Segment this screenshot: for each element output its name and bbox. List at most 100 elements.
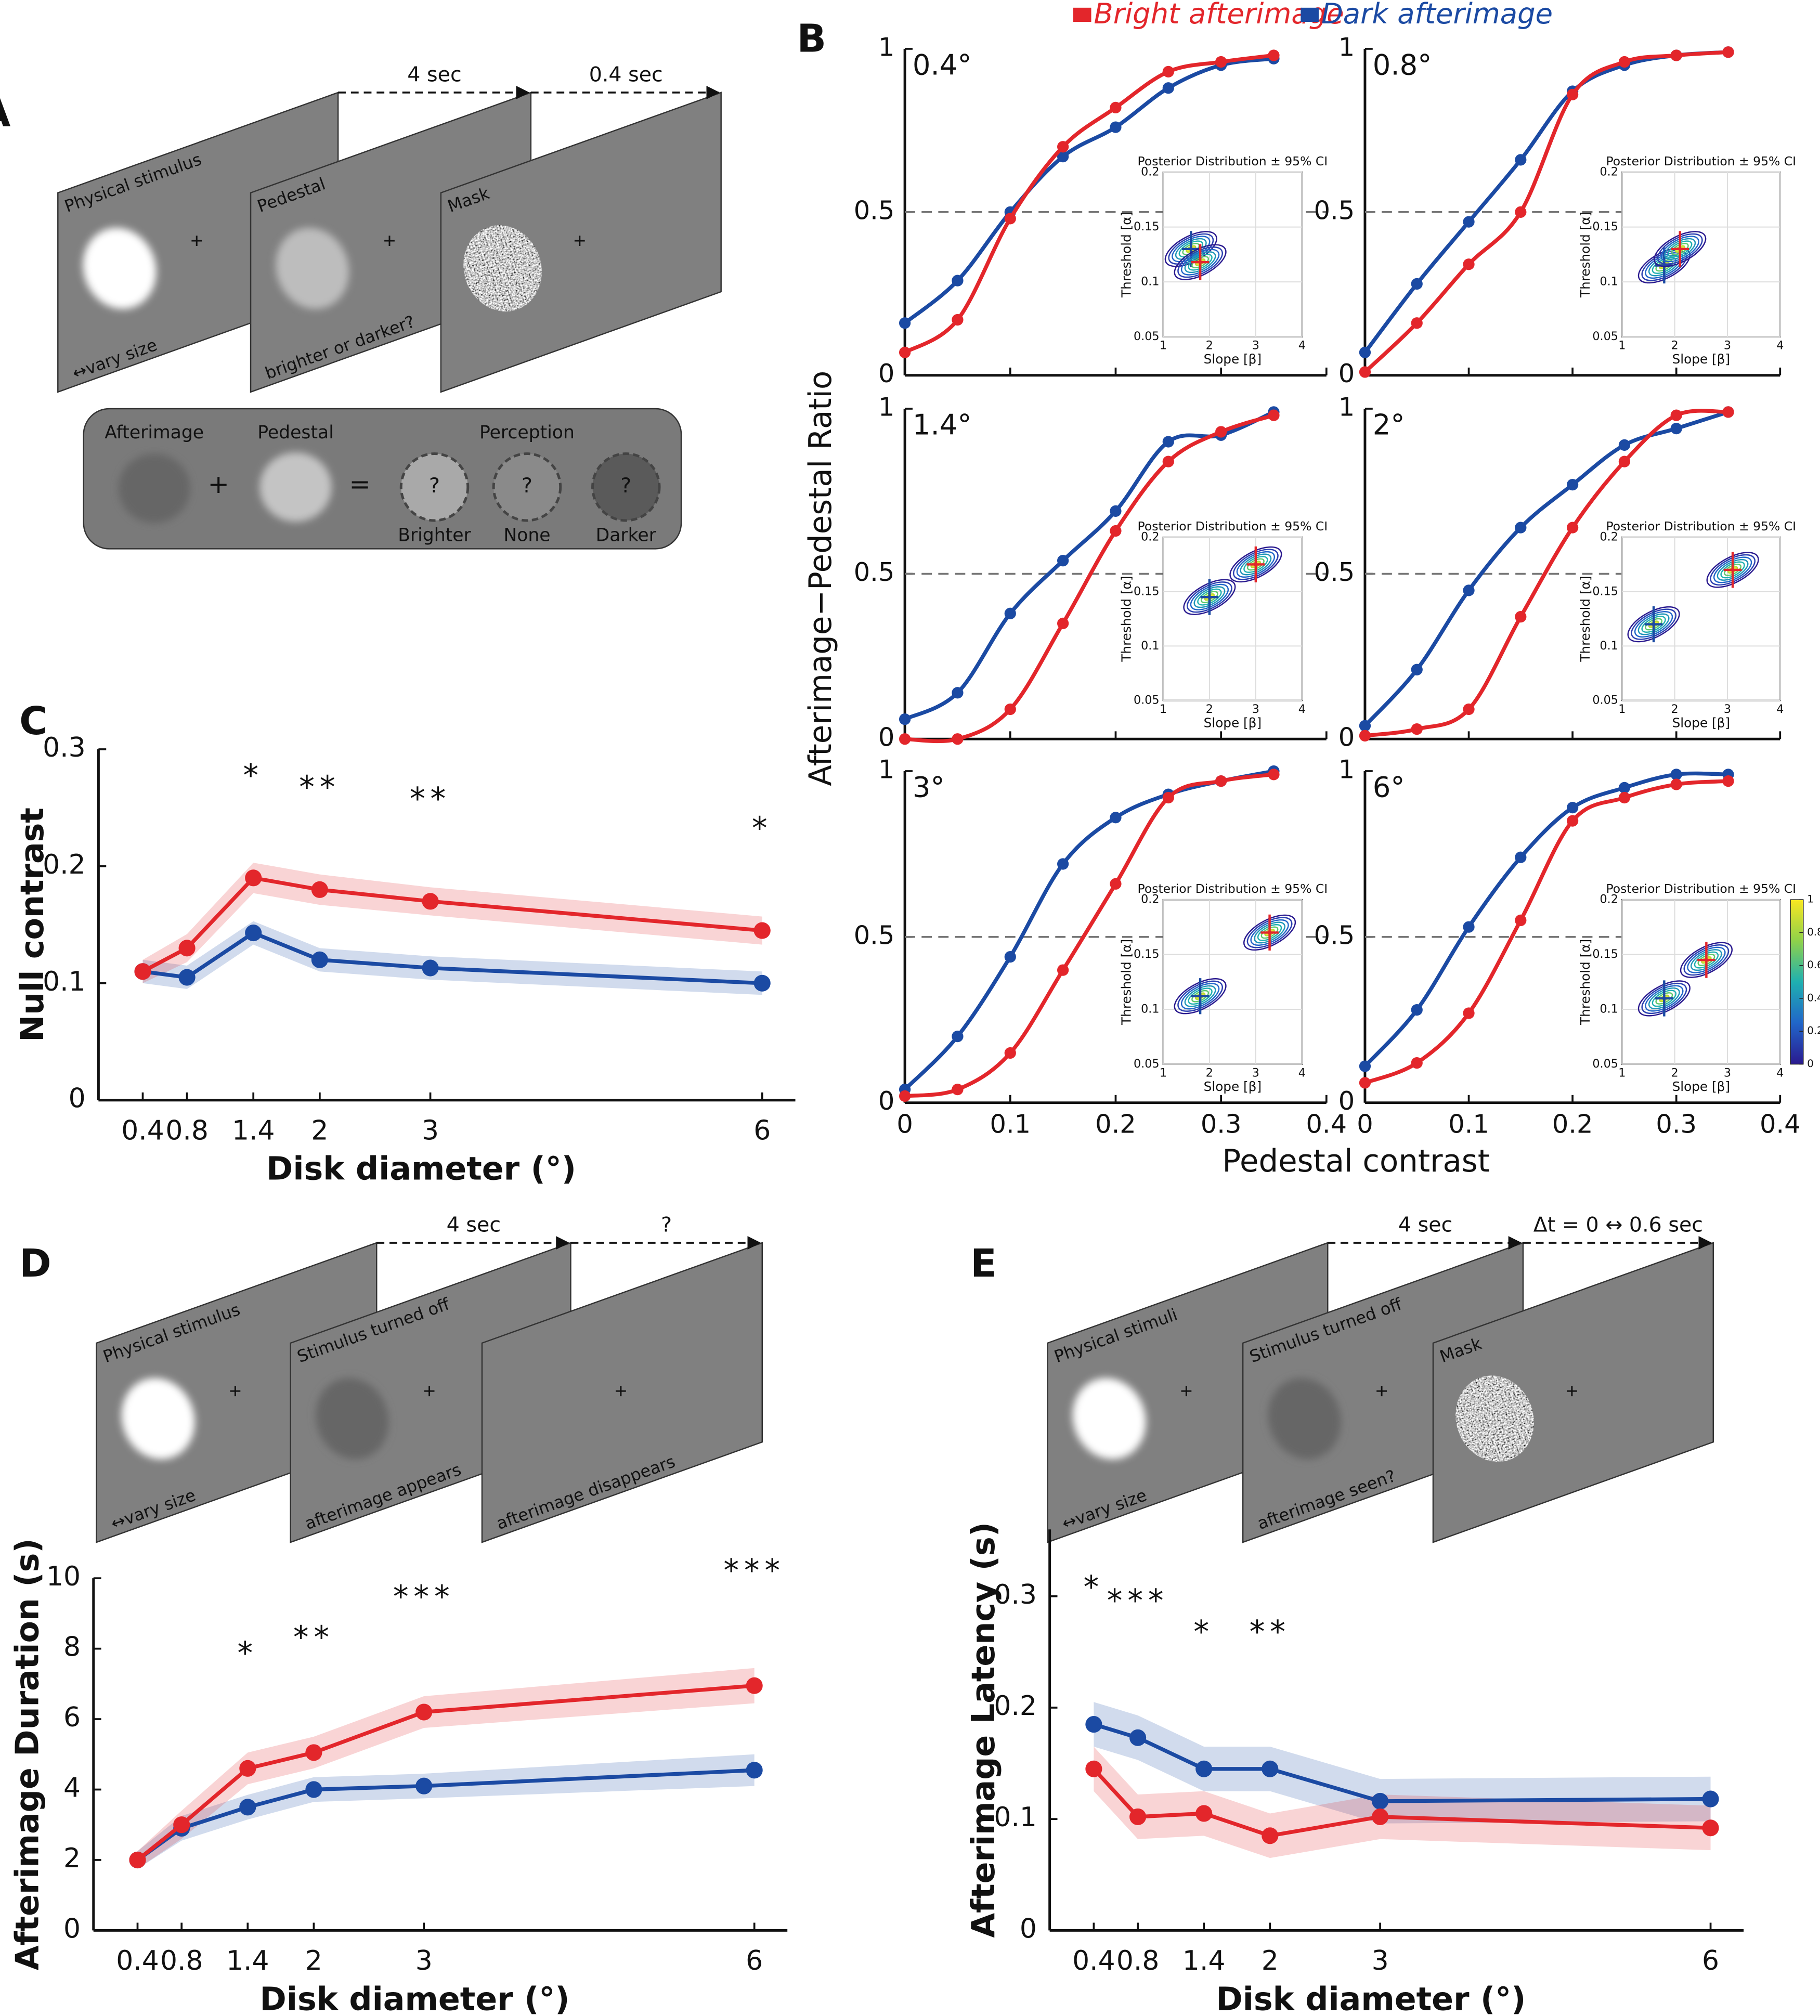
data-point	[1567, 522, 1579, 534]
fit-curve	[1364, 409, 1728, 738]
data-point	[1215, 426, 1227, 438]
data-point	[1670, 409, 1682, 421]
data-point	[1162, 82, 1174, 94]
fixation-cross	[384, 236, 395, 246]
y-tick-label: 0	[878, 1086, 894, 1116]
fit-curve	[904, 53, 1274, 355]
subplot-title: 2°	[1373, 409, 1405, 441]
data-point	[1110, 121, 1122, 133]
disk	[1072, 1378, 1146, 1460]
mean-point	[1195, 1760, 1213, 1777]
inset-axis-title: Slope [β]	[1204, 716, 1262, 731]
data-point	[1670, 769, 1682, 781]
significance-label: **	[410, 781, 451, 817]
posterior-peak	[1731, 568, 1735, 572]
mean-point	[1085, 1760, 1102, 1777]
inset-tick-label: 0.05	[1592, 330, 1618, 343]
x-tick-label: 3	[422, 1115, 439, 1147]
contour	[1683, 944, 1730, 976]
posterior-peak	[1207, 595, 1212, 599]
fit-curve	[904, 772, 1274, 1098]
disk	[315, 1378, 389, 1460]
inset-tick-label: 0.15	[1134, 220, 1160, 233]
inset-tick-label: 3	[1252, 1066, 1259, 1079]
posterior-peak	[1254, 562, 1258, 567]
data-point	[1359, 366, 1371, 378]
inset-tick-label: 3	[1724, 1066, 1731, 1079]
inset-tick-label: 0.2	[1141, 165, 1159, 179]
inset-tick-label: 2	[1671, 1066, 1679, 1079]
data-point	[1004, 1047, 1016, 1059]
mask-disk	[1455, 1375, 1534, 1462]
significance-label: **	[1250, 1614, 1291, 1649]
contour	[1168, 233, 1214, 265]
contour	[1191, 990, 1210, 1003]
label: =	[349, 469, 370, 499]
contour	[1634, 610, 1673, 638]
inset-tick-label: 0.1	[1600, 1003, 1618, 1016]
data-point	[1215, 775, 1227, 787]
x-tick-label: 1.4	[226, 1945, 269, 1976]
inset-frame	[1621, 171, 1781, 337]
label: ?	[620, 474, 631, 498]
ci-band	[142, 863, 762, 983]
data-point	[1567, 802, 1579, 814]
inset-tick-label: 0.1	[1141, 275, 1159, 289]
data-point	[1411, 664, 1423, 675]
inset-axis-title: Threshold [α]	[1119, 576, 1134, 662]
inset-tick-label: 0.2	[1600, 530, 1618, 544]
panel-label: E	[970, 1241, 997, 1286]
contour	[1184, 251, 1216, 274]
y-tick-label: 8	[63, 1632, 81, 1663]
colorbar-label: 0.6	[1807, 959, 1820, 971]
contour	[1710, 554, 1756, 586]
posterior-peak	[1662, 996, 1667, 1000]
inset-tick-label: 0.15	[1134, 947, 1160, 961]
contour	[1641, 616, 1666, 633]
contour	[1724, 564, 1742, 576]
data-point	[1670, 778, 1682, 790]
inset-axis-title: Slope [β]	[1204, 352, 1262, 367]
mean-point	[129, 1851, 146, 1869]
data-point	[1004, 213, 1016, 225]
axis-title: Disk diameter (°)	[266, 1150, 576, 1188]
data-point	[1567, 478, 1579, 491]
data-point	[899, 733, 911, 745]
contour	[1664, 238, 1696, 260]
x-tick-label: 0.8	[160, 1945, 203, 1976]
significance-label: **	[299, 769, 340, 805]
pedestal-disk	[259, 452, 332, 522]
inset-tick-label: 0.2	[1600, 893, 1618, 906]
data-point	[1515, 522, 1527, 534]
contour	[1641, 982, 1687, 1014]
label: Brighter	[398, 525, 471, 546]
significance-label: **	[293, 1619, 334, 1655]
data-point	[1411, 723, 1423, 735]
inset-tick-label: 0.1	[1600, 639, 1618, 653]
x-tick-label: 6	[746, 1945, 763, 1976]
contour	[1655, 992, 1673, 1005]
data-point	[899, 317, 911, 329]
x-tick-label: 0.4	[121, 1115, 164, 1147]
contour	[1645, 618, 1663, 631]
inset-tick-label: 0.1	[1141, 1003, 1159, 1016]
mean-point	[1372, 1808, 1389, 1825]
x-tick-label: 0.4	[1072, 1945, 1115, 1976]
contour	[1657, 233, 1703, 265]
mask-disk	[463, 225, 542, 312]
data-point	[1411, 1057, 1423, 1069]
contour	[1637, 613, 1670, 635]
data-point	[1670, 422, 1682, 435]
inset-axis-title: Slope [β]	[1672, 716, 1730, 731]
contour	[1691, 949, 1722, 971]
mean-line	[136, 1768, 755, 1862]
disk	[1268, 1378, 1342, 1460]
y-tick-label: 4	[63, 1772, 81, 1803]
contour	[1187, 581, 1232, 613]
contour	[1250, 919, 1289, 946]
contour	[1680, 942, 1733, 978]
contour	[1177, 246, 1223, 278]
mean-point	[1702, 1819, 1719, 1837]
inset-tick-label: 0.15	[1592, 220, 1618, 233]
x-tick-label: 3	[1372, 1945, 1389, 1976]
